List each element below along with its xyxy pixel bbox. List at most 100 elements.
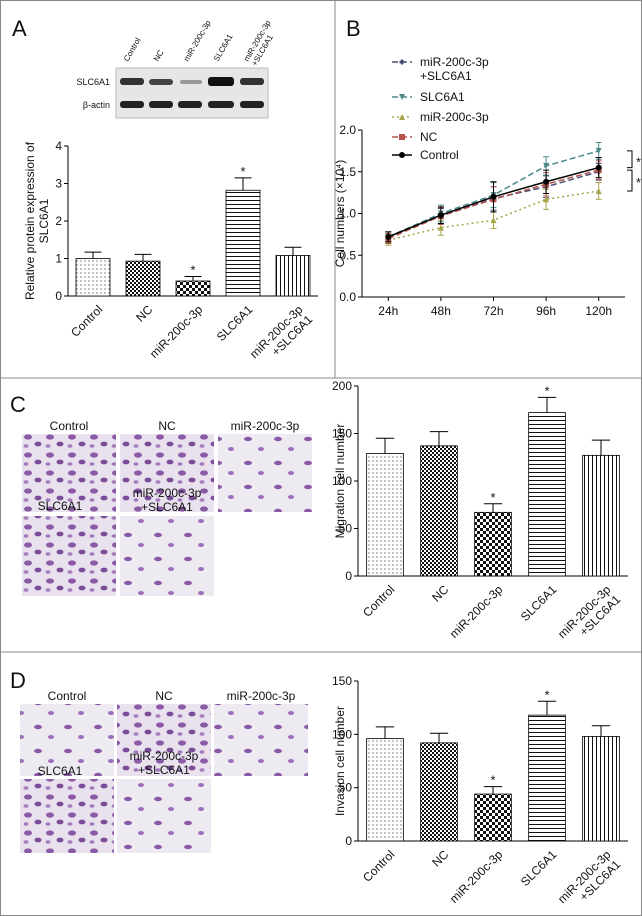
y-tick-label: 0: [55, 289, 62, 303]
y-tick-label: 4: [55, 139, 62, 153]
lane-label: NC: [152, 48, 166, 63]
micrograph: [22, 516, 116, 596]
x-tick-label: NC: [429, 847, 451, 869]
y-axis-label: Cell numbers (×10⁴): [333, 160, 347, 268]
image-label: Control: [48, 689, 87, 703]
image-label: NC: [158, 419, 176, 433]
image-label: Control: [50, 419, 89, 433]
x-tick-label: Control: [360, 847, 397, 884]
blot-bands: [120, 77, 264, 108]
micrograph: [218, 434, 312, 512]
y-tick-label: 0: [345, 834, 352, 848]
micrograph: [214, 704, 308, 776]
x-tick-label: NC: [133, 302, 155, 324]
legend-marker: [399, 94, 405, 100]
y-tick-label: 1.5: [339, 165, 356, 179]
x-tick-label: miR-200c-3p: [447, 582, 506, 641]
bar: [420, 445, 458, 577]
micrograph: [20, 779, 114, 853]
y-tick-label: 3: [55, 177, 62, 191]
marker: [595, 187, 602, 194]
panel-label: D: [10, 668, 26, 693]
bracket: [627, 169, 633, 192]
error-bar: [429, 431, 449, 446]
y-tick-label: 50: [339, 522, 353, 536]
legend-label: SLC6A1: [420, 90, 465, 104]
y-tick-label: 50: [339, 781, 353, 795]
significance: *: [240, 164, 245, 179]
significance: *: [490, 773, 495, 788]
x-tick-label: SLC6A1: [518, 582, 560, 624]
y-tick-label: 200: [332, 379, 352, 393]
x-tick-label: NC: [429, 582, 451, 604]
y-axis-label: Relative protein expression ofSLC6A1: [23, 141, 51, 300]
panel-label: B: [346, 16, 361, 41]
y-tick-label: 0: [345, 569, 352, 583]
y-tick-label: 150: [332, 674, 352, 688]
y-axis-label: Migration cell number: [333, 424, 347, 539]
y-tick-label: 1: [55, 252, 62, 266]
image-label: SLC6A1: [38, 499, 83, 513]
image-label: miR-200c-3p +SLC6A1: [130, 749, 199, 777]
x-tick-label: 72h: [483, 304, 503, 318]
lane-label: SLC6A1: [212, 32, 235, 63]
bar: [125, 260, 161, 297]
lane-label: Control: [122, 36, 143, 63]
series-line: [388, 190, 599, 241]
micrograph: [120, 516, 214, 596]
marker: [595, 164, 602, 171]
micrograph: [120, 434, 214, 512]
legend-label: Control: [420, 148, 459, 162]
legend-label: NC: [420, 130, 438, 144]
marker: [543, 196, 550, 203]
error-bar: [483, 503, 503, 513]
x-tick-label: miR-200c-3p+SLC6A1: [247, 302, 315, 370]
y-tick-label: 150: [332, 427, 352, 441]
micrograph: [117, 779, 211, 853]
image-label: miR-200c-3p +SLC6A1: [133, 486, 202, 514]
marker: [543, 178, 550, 185]
y-tick-label: 100: [332, 727, 352, 741]
error-bar: [184, 276, 202, 281]
marker: [490, 217, 497, 224]
error-bar: [284, 246, 302, 256]
image-label: miR-200c-3p: [227, 689, 296, 703]
panel-label: A: [12, 16, 27, 41]
bar: [528, 714, 566, 842]
error-bar: [537, 700, 557, 716]
bar: [366, 453, 404, 577]
error-bar: [234, 177, 252, 191]
legend-label: miR-200c-3p +SLC6A1: [420, 55, 489, 83]
error-bar: [375, 726, 395, 739]
legend-marker: [399, 134, 405, 140]
x-tick-label: 120h: [585, 304, 612, 318]
x-tick-label: 96h: [536, 304, 556, 318]
image-label: NC: [155, 689, 173, 703]
micrograph: [117, 704, 211, 776]
x-tick-label: miR-200c-3p+SLC6A1: [555, 847, 623, 915]
bar: [366, 738, 404, 842]
x-tick-label: Control: [68, 302, 105, 339]
x-tick-label: SLC6A1: [518, 847, 560, 889]
error-bar: [429, 732, 449, 743]
y-tick-label: 0.5: [339, 248, 356, 262]
lane-label: miR-200c-3p+SLC6A1: [242, 18, 281, 67]
lane-label: miR-200c-3p: [182, 18, 213, 63]
bracket: [627, 150, 633, 169]
marker: [437, 212, 444, 219]
bar: [582, 736, 620, 842]
x-tick-label: miR-200c-3p: [147, 302, 206, 361]
error-bar: [591, 725, 611, 737]
error-bar: [84, 251, 102, 259]
x-tick-label: Control: [360, 582, 397, 619]
y-axis-label: Invasion cell number: [333, 706, 347, 816]
panel-label: C: [10, 392, 26, 417]
legend-marker: [399, 59, 405, 65]
x-tick-label: 48h: [431, 304, 451, 318]
bar: [225, 189, 261, 297]
marker: [595, 147, 602, 154]
row-label: SLC6A1: [76, 77, 110, 87]
significance: *: [190, 263, 195, 278]
bar: [528, 412, 566, 577]
